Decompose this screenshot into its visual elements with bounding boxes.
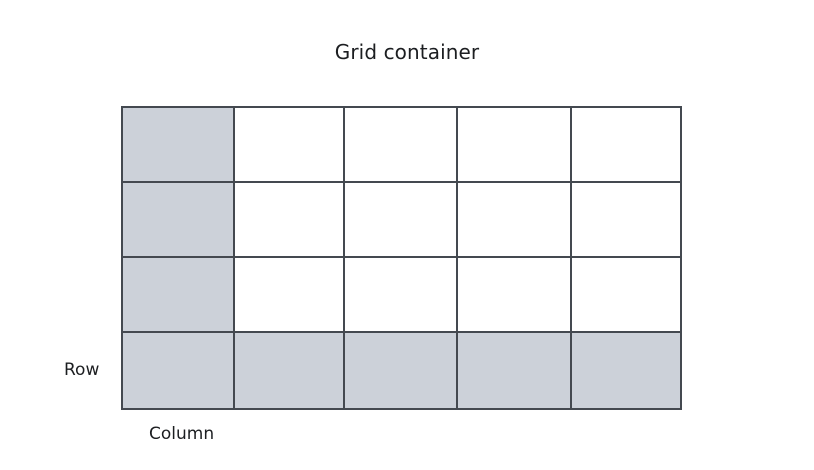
- grid-cell: [344, 257, 457, 332]
- grid-cell-highlighted: [234, 332, 344, 409]
- grid-cell: [571, 182, 681, 257]
- grid-cell: [571, 107, 681, 182]
- grid-cell-highlighted: [122, 257, 234, 332]
- grid-cell-highlighted: [122, 107, 234, 182]
- column-label: Column: [149, 424, 215, 444]
- grid-cell: [234, 257, 344, 332]
- grid-cell-highlighted: [122, 332, 234, 409]
- grid-cell-highlighted: [122, 182, 234, 257]
- grid-cell: [457, 107, 571, 182]
- grid-cell: [571, 257, 681, 332]
- grid-cell: [344, 107, 457, 182]
- grid-container-title: Grid container: [334, 40, 480, 64]
- grid-cell: [457, 182, 571, 257]
- grid-cell-highlighted: [457, 332, 571, 409]
- row-label: Row: [64, 360, 100, 380]
- grid-cell: [234, 182, 344, 257]
- grid-cell: [344, 182, 457, 257]
- grid-lines: [121, 106, 682, 410]
- grid-cells: [122, 107, 681, 409]
- grid-cell: [234, 107, 344, 182]
- grid-cell-highlighted: [571, 332, 681, 409]
- grid-cell-highlighted: [344, 332, 457, 409]
- grid-cell: [457, 257, 571, 332]
